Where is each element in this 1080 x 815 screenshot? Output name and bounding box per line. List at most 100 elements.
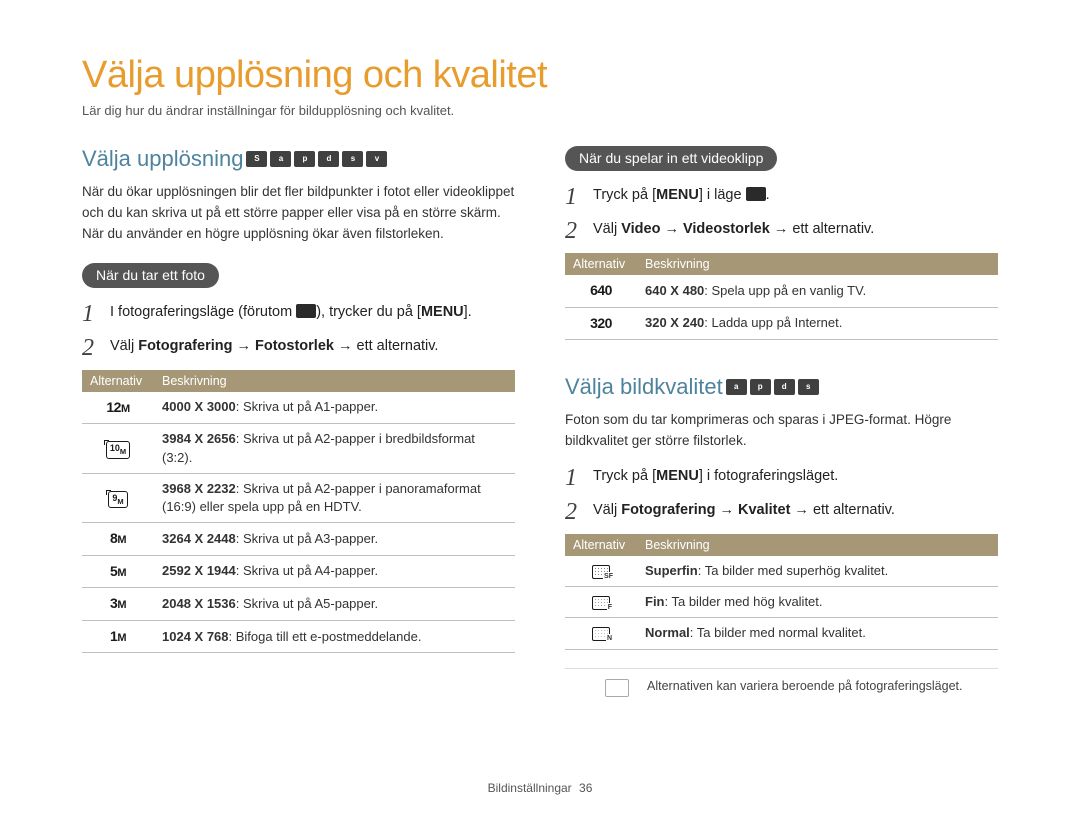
quality-icon-cell: [565, 618, 637, 649]
size-icon: 5M: [110, 562, 126, 582]
video-size-icon-cell: 320: [565, 307, 637, 340]
table-row: 10M 3984 X 2656: Skriva ut på A2-papper i…: [82, 424, 515, 473]
photo-size-table: Alternativ Beskrivning 12M 4000 X 3000: S…: [82, 370, 515, 654]
size-icon-cell: 3M: [82, 588, 154, 621]
step-text: Välj Video → Videostorlek → ett alternat…: [593, 219, 874, 241]
size-icon: 1M: [110, 627, 126, 647]
size-icon-cell: 12M: [82, 392, 154, 424]
video-mode-icon: [296, 304, 316, 318]
step-number: 1: [82, 302, 100, 326]
size-icon: 12M: [106, 398, 129, 418]
table-row: Fin: Ta bilder med hög kvalitet.: [565, 587, 998, 618]
table-row: 5M 2592 X 1944: Skriva ut på A4-papper.: [82, 555, 515, 588]
quality-intro: Foton som du tar komprimeras och sparas …: [565, 410, 998, 452]
video-size-icon-cell: 640: [565, 275, 637, 307]
quality-desc-cell: Fin: Ta bilder med hög kvalitet.: [637, 587, 998, 618]
step-number: 1: [565, 466, 583, 490]
video-size-desc-cell: 640 X 480: Spela upp på en vanlig TV.: [637, 275, 998, 307]
video-size-table: Alternativ Beskrivning 640 640 X 480: Spe…: [565, 253, 998, 340]
size-icon-cell: 9M: [82, 473, 154, 522]
step-text: I fotograferingsläge (förutom ), trycker…: [110, 302, 472, 324]
size-icon-cell: 10M: [82, 424, 154, 473]
video-size-icon: 640: [590, 281, 612, 301]
table-row: 640 640 X 480: Spela upp på en vanlig TV.: [565, 275, 998, 307]
step-text: Välj Fotografering → Fotostorlek → ett a…: [110, 336, 438, 358]
mode-icon: a: [270, 151, 291, 167]
table-header-desc: Beskrivning: [154, 370, 515, 392]
footer-section: Bildinställningar: [488, 781, 572, 795]
photo-pill: När du tar ett foto: [82, 263, 219, 288]
table-row: 3M 2048 X 1536: Skriva ut på A5-papper.: [82, 588, 515, 621]
heading-text: Välja upplösning: [82, 146, 243, 172]
size-icon: 10M: [106, 441, 130, 459]
mode-icon: p: [750, 379, 771, 395]
quality-icon: [592, 627, 610, 641]
step-text: Välj Fotografering → Kvalitet → ett alte…: [593, 500, 895, 522]
size-desc-cell: 4000 X 3000: Skriva ut på A1-papper.: [154, 392, 515, 424]
quality-table: Alternativ Beskrivning Superfin: Ta bild…: [565, 534, 998, 650]
size-desc-cell: 3264 X 2448: Skriva ut på A3-papper.: [154, 523, 515, 556]
quality-note: Alternativen kan variera beroende på fot…: [565, 668, 998, 693]
size-desc-cell: 1024 X 768: Bifoga till ett e-postmeddel…: [154, 620, 515, 653]
table-row: Normal: Ta bilder med normal kvalitet.: [565, 618, 998, 649]
quality-icon-cell: [565, 587, 637, 618]
size-desc-cell: 3968 X 2232: Skriva ut på A2-papper i pa…: [154, 473, 515, 522]
video-size-icon: 320: [590, 314, 612, 334]
size-icon: 8M: [110, 529, 126, 549]
size-icon: 9M: [108, 491, 127, 509]
left-column: Välja upplösning S a p d s v När du ökar…: [82, 146, 515, 693]
video-pill: När du spelar in ett videoklipp: [565, 146, 777, 171]
table-row: Superfin: Ta bilder med superhög kvalite…: [565, 556, 998, 587]
size-desc-cell: 3984 X 2656: Skriva ut på A2-papper i br…: [154, 424, 515, 473]
page-footer: Bildinställningar 36: [0, 781, 1080, 795]
page-subtitle: Lär dig hur du ändrar inställningar för …: [82, 103, 998, 118]
footer-page: 36: [579, 781, 592, 795]
video-mode-icon: [746, 187, 766, 201]
mode-icon: d: [318, 151, 339, 167]
video-size-desc-cell: 320 X 240: Ladda upp på Internet.: [637, 307, 998, 340]
table-header-alt: Alternativ: [82, 370, 154, 392]
quality-desc-cell: Normal: Ta bilder med normal kvalitet.: [637, 618, 998, 649]
size-icon: 3M: [110, 594, 126, 614]
quality-icon: [592, 596, 610, 610]
size-desc-cell: 2048 X 1536: Skriva ut på A5-papper.: [154, 588, 515, 621]
quality-icon-cell: [565, 556, 637, 587]
table-row: 12M 4000 X 3000: Skriva ut på A1-papper.: [82, 392, 515, 424]
quality-icon: [592, 565, 610, 579]
size-icon-cell: 5M: [82, 555, 154, 588]
mode-icon: S: [246, 151, 267, 167]
table-header-alt: Alternativ: [565, 534, 637, 556]
step-number: 2: [565, 500, 583, 524]
quality-desc-cell: Superfin: Ta bilder med superhög kvalite…: [637, 556, 998, 587]
page-title: Välja upplösning och kvalitet: [82, 54, 998, 97]
size-desc-cell: 2592 X 1944: Skriva ut på A4-papper.: [154, 555, 515, 588]
photo-step-2: 2 Välj Fotografering → Fotostorlek → ett…: [82, 336, 515, 360]
mode-icon: d: [774, 379, 795, 395]
mode-icon: s: [798, 379, 819, 395]
video-step-1: 1 Tryck på [MENU] i läge .: [565, 185, 998, 209]
step-number: 2: [82, 336, 100, 360]
step-number: 1: [565, 185, 583, 209]
table-header-alt: Alternativ: [565, 253, 637, 275]
table-header-desc: Beskrivning: [637, 253, 998, 275]
mode-icon: v: [366, 151, 387, 167]
mode-icon: s: [342, 151, 363, 167]
heading-text: Välja bildkvalitet: [565, 374, 723, 400]
quality-step-2: 2 Välj Fotografering → Kvalitet → ett al…: [565, 500, 998, 524]
photo-step-1: 1 I fotograferingsläge (förutom ), tryck…: [82, 302, 515, 326]
table-row: 320 320 X 240: Ladda upp på Internet.: [565, 307, 998, 340]
step-text: Tryck på [MENU] i fotograferingsläget.: [593, 466, 838, 488]
table-row: 1M 1024 X 768: Bifoga till ett e-postmedd…: [82, 620, 515, 653]
mode-icon: p: [294, 151, 315, 167]
section-resolution-heading: Välja upplösning S a p d s v: [82, 146, 515, 172]
table-row: 9M 3968 X 2232: Skriva ut på A2-papper i …: [82, 473, 515, 522]
right-column: När du spelar in ett videoklipp 1 Tryck …: [565, 146, 998, 693]
mode-icon: a: [726, 379, 747, 395]
size-icon-cell: 8M: [82, 523, 154, 556]
quality-step-1: 1 Tryck på [MENU] i fotograferingsläget.: [565, 466, 998, 490]
section-quality-heading: Välja bildkvalitet a p d s: [565, 374, 998, 400]
resolution-intro: När du ökar upplösningen blir det fler b…: [82, 182, 515, 245]
step-number: 2: [565, 219, 583, 243]
step-text: Tryck på [MENU] i läge .: [593, 185, 770, 207]
table-row: 8M 3264 X 2448: Skriva ut på A3-papper.: [82, 523, 515, 556]
